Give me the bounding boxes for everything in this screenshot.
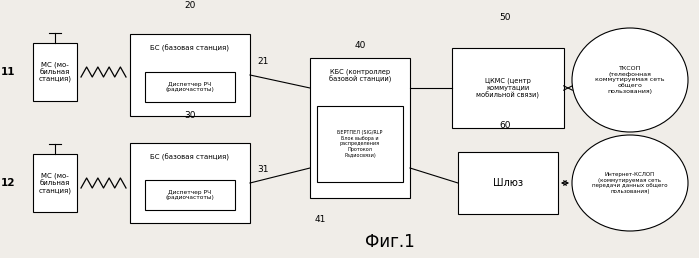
Text: Шлюз: Шлюз [493, 178, 523, 188]
Text: 20: 20 [185, 1, 196, 10]
Ellipse shape [572, 135, 688, 231]
Text: БС (базовая станция): БС (базовая станция) [150, 44, 229, 52]
Text: Диспетчер РЧ
(радиочастоты): Диспетчер РЧ (радиочастоты) [166, 82, 215, 92]
Text: 31: 31 [257, 165, 268, 174]
Bar [145, 180, 235, 210]
Bar [145, 72, 235, 102]
Text: МС (мо-
бильная
станция): МС (мо- бильная станция) [38, 173, 71, 194]
Text: Диспетчер РЧ
(радиочастоты): Диспетчер РЧ (радиочастоты) [166, 190, 215, 200]
Text: 12: 12 [1, 178, 15, 188]
Bar [310, 58, 410, 198]
Text: 60: 60 [499, 121, 511, 130]
Text: БС (базовая станция): БС (базовая станция) [150, 153, 229, 161]
Text: Интернет-КСЛОП
(коммутируемая сеть
передачи данных общего
пользования): Интернет-КСЛОП (коммутируемая сеть перед… [592, 172, 668, 194]
Bar [458, 152, 558, 214]
Text: Фиг.1: Фиг.1 [365, 233, 415, 251]
Bar [33, 154, 77, 212]
Bar [130, 143, 250, 223]
Bar [452, 48, 564, 128]
Bar [33, 43, 77, 101]
Text: МС (мо-
бильная
станция): МС (мо- бильная станция) [38, 61, 71, 83]
Text: 11: 11 [1, 67, 15, 77]
Text: 40: 40 [354, 41, 366, 50]
Text: БЕРТПЕЛ (SIG/RLP
Блок выбора и
распределения
Протокол
Радиосвязи): БЕРТПЕЛ (SIG/RLP Блок выбора и распредел… [338, 130, 382, 158]
Text: ТКСОП
(телефонная
коммутируемая сеть
общего
пользования): ТКСОП (телефонная коммутируемая сеть общ… [596, 66, 665, 94]
Bar [317, 106, 403, 182]
Text: ЦКМС (центр
коммутации
мобильной связи): ЦКМС (центр коммутации мобильной связи) [477, 77, 540, 99]
Bar [130, 34, 250, 116]
Text: 41: 41 [315, 215, 326, 224]
Text: 50: 50 [499, 13, 511, 22]
Ellipse shape [572, 28, 688, 132]
Text: 30: 30 [185, 111, 196, 120]
Text: КБС (контроллер
базовой станции): КБС (контроллер базовой станции) [329, 69, 391, 84]
Text: 21: 21 [257, 58, 268, 67]
